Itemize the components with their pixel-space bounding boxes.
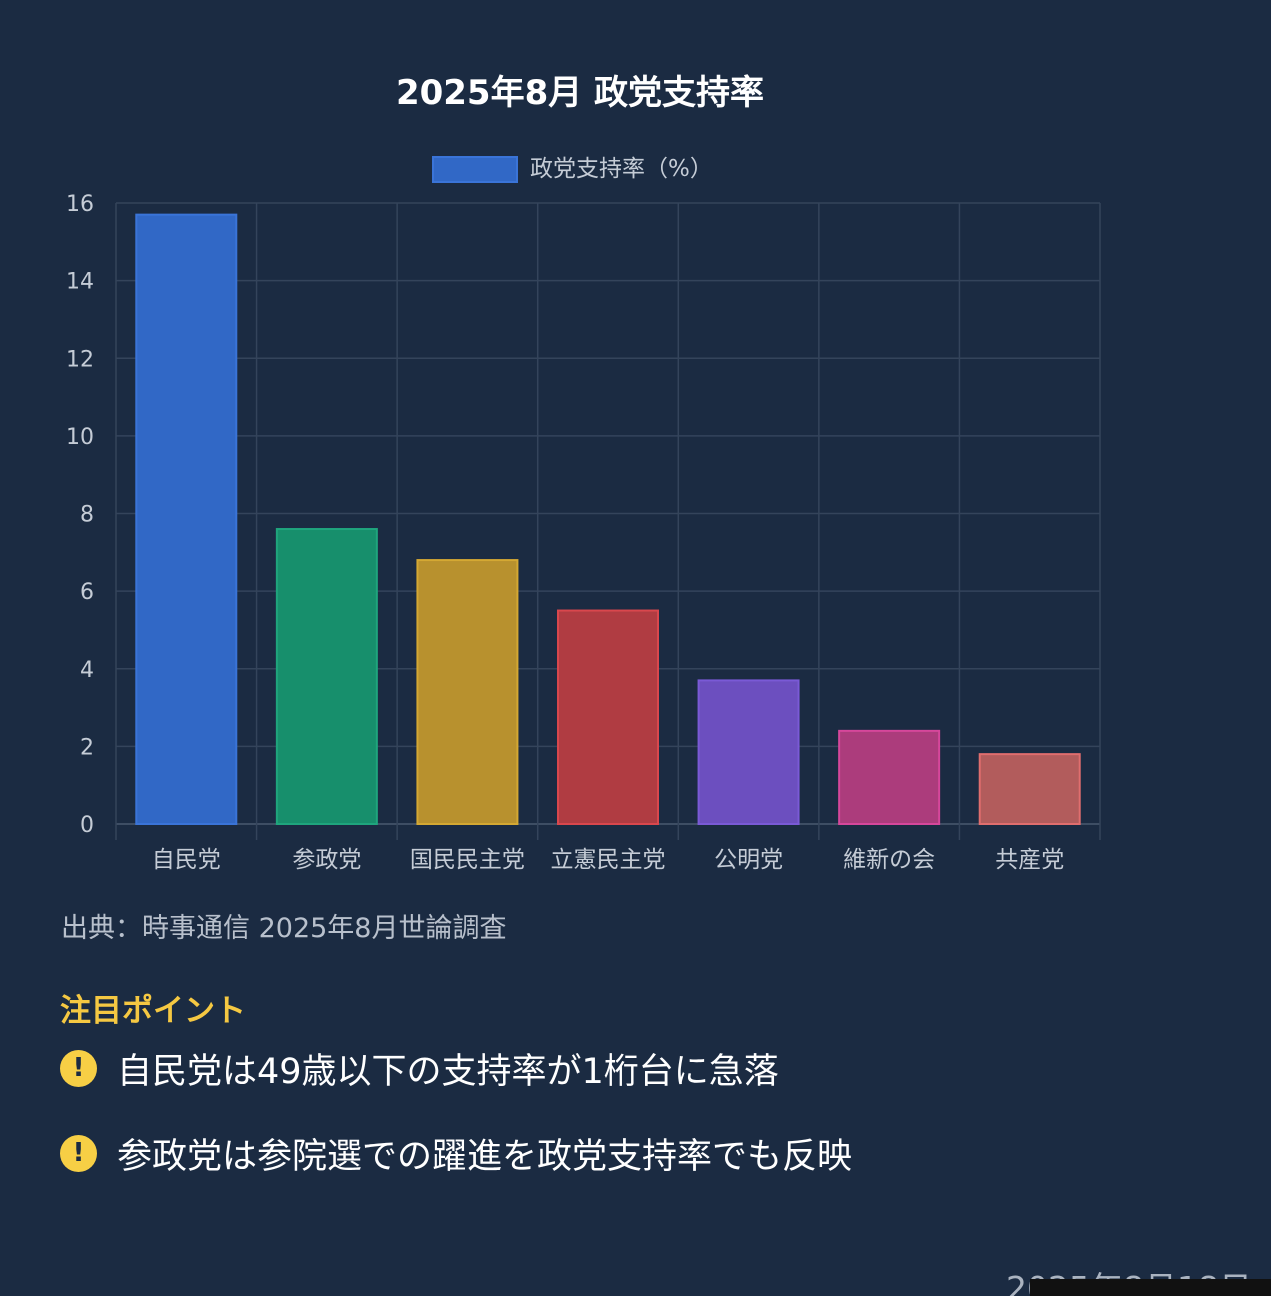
y-tick-label: 0 — [80, 813, 94, 838]
x-tick-label: 参政党 — [292, 847, 361, 873]
x-tick-label: 維新の会 — [843, 847, 935, 873]
point-item: ! 参政党は参院選での躍進を政党支持率でも反映 — [60, 1128, 852, 1179]
point-item: ! 自民党は49歳以下の支持率が1桁台に急落 — [60, 1043, 779, 1094]
chart-grid — [115, 202, 1101, 840]
bar-立憲民主党 — [557, 609, 659, 825]
point-text: 自民党は49歳以下の支持率が1桁台に急落 — [117, 1052, 779, 1092]
y-tick-label: 12 — [66, 347, 94, 372]
y-axis-labels: 0 2 4 6 8 10 12 14 16 — [66, 192, 94, 838]
points-title: 注目ポイント — [60, 993, 246, 1029]
y-tick-label: 16 — [66, 192, 94, 217]
bar-自民党 — [135, 213, 238, 826]
bar-公明党 — [697, 679, 800, 825]
bottom-strip — [1030, 1279, 1271, 1296]
legend-label: 政党支持率（%） — [530, 156, 713, 182]
chart-legend[interactable]: 政党支持率（%） — [432, 156, 713, 183]
y-tick-label: 4 — [80, 658, 94, 683]
point-text: 参政党は参院選での躍進を政党支持率でも反映 — [117, 1137, 853, 1177]
source-note: 出典：時事通信 2025年8月世論調査 — [61, 913, 507, 944]
y-tick-label: 8 — [80, 503, 94, 528]
legend-swatch — [432, 156, 518, 183]
bar-維新の会 — [838, 729, 941, 825]
y-tick-label: 14 — [66, 270, 94, 295]
x-tick-label: 共産党 — [995, 847, 1064, 873]
bar-参政党 — [275, 528, 378, 826]
bar-国民民主党 — [416, 559, 519, 825]
chart-bars — [135, 213, 1081, 826]
bar-共産党 — [978, 753, 1081, 826]
bar-chart: 2025年8月 政党支持率 政党支持率（%） 自民党 参政党 国民民主党 立憲民主党 公… — [66, 73, 1101, 873]
chart-title: 2025年8月 政党支持率 — [396, 73, 764, 113]
x-tick-label: 立憲民主党 — [551, 847, 666, 873]
y-tick-label: 10 — [66, 425, 94, 450]
x-tick-label: 自民党 — [152, 847, 221, 873]
x-axis-labels: 自民党 参政党 国民民主党 立憲民主党 公明党 維新の会 共産党 — [152, 847, 1064, 873]
x-tick-label: 国民民主党 — [410, 847, 525, 873]
exclamation-icon: ! — [60, 1135, 97, 1172]
y-tick-label: 6 — [80, 580, 94, 605]
x-tick-label: 公明党 — [714, 847, 783, 873]
y-tick-label: 2 — [80, 735, 94, 760]
exclamation-icon: ! — [60, 1050, 97, 1087]
